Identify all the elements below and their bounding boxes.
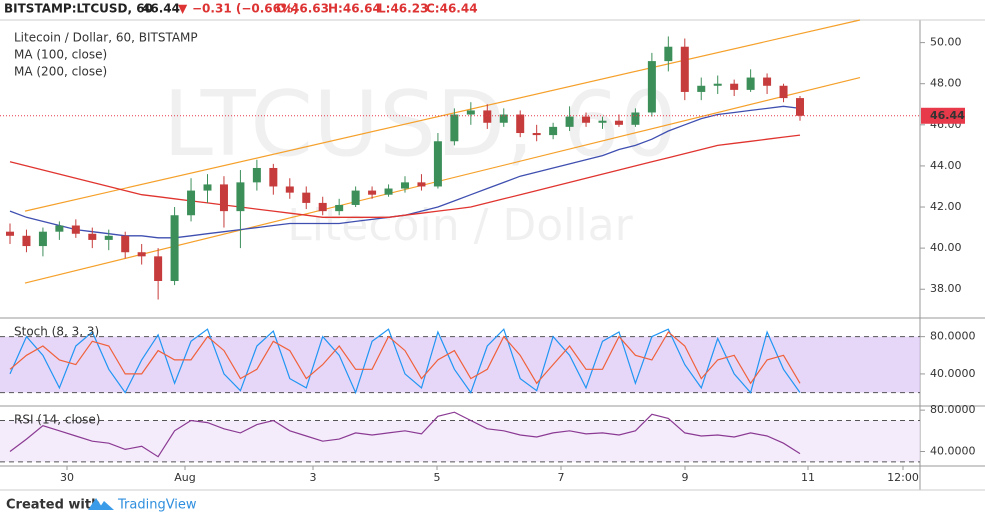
candle-body — [302, 192, 311, 203]
low: L:46.23 — [378, 2, 428, 16]
candle-body — [499, 114, 508, 123]
candle-body — [401, 182, 409, 189]
candle-body — [680, 46, 689, 92]
trend-line — [24, 19, 861, 212]
x-tick-label: 9 — [682, 471, 689, 484]
candle-body — [6, 231, 14, 236]
candle-body — [203, 184, 212, 191]
last: 46.44 — [142, 2, 180, 16]
candle-body — [121, 235, 130, 253]
candle-body — [664, 46, 673, 62]
y-tick-label: 80.0000 — [930, 330, 976, 343]
candle-body — [433, 141, 442, 187]
indicator-line — [9, 328, 801, 395]
candle-body — [697, 85, 706, 92]
x-tick-label: 12:00 — [887, 471, 919, 484]
candle-body — [154, 256, 163, 282]
candle-body — [582, 116, 591, 123]
candle-body — [22, 235, 31, 247]
candle-body — [384, 188, 393, 195]
indicator-line — [9, 331, 801, 385]
candle-body — [88, 233, 97, 240]
x-tick-label: 7 — [558, 471, 565, 484]
y-tick-label: 80.0000 — [930, 403, 976, 416]
y-tick-label: 40.0000 — [930, 445, 976, 458]
y-tick-label: 42.00 — [930, 200, 962, 213]
candle-body — [318, 202, 327, 212]
x-tick-label: 5 — [434, 471, 441, 484]
ma-line — [9, 134, 801, 218]
candle-body — [71, 225, 80, 234]
watermark: LTCUSD, 60 — [163, 72, 677, 177]
legend-entry: MA (100, close) — [14, 48, 107, 62]
last-price-box — [921, 107, 965, 124]
header: BITSTAMP:LTCUSD, 60 46.44 ▼ −0.31 (−0.66… — [4, 2, 478, 16]
candle-body — [219, 184, 228, 212]
candle-body — [236, 182, 245, 212]
change: −0.31 (−0.66%) — [192, 2, 299, 16]
candle-body — [368, 190, 377, 195]
panel-title: Stoch (8, 3, 3) — [14, 325, 99, 339]
candle-body — [170, 215, 179, 282]
candle-body — [763, 77, 772, 86]
candle-body — [417, 182, 426, 187]
x-tick-label: 3 — [310, 471, 317, 484]
y-tick-label: 44.00 — [930, 159, 962, 172]
candle-body — [38, 231, 47, 247]
candle-body — [779, 85, 788, 99]
y-tick-label: 40.00 — [930, 241, 962, 254]
symbol: BITSTAMP:LTCUSD, 60 — [4, 2, 153, 16]
candle-body — [565, 116, 574, 127]
candle-body — [713, 83, 722, 86]
candle-body — [187, 190, 196, 216]
y-tick-label: 48.00 — [930, 77, 962, 90]
y-tick-label: 40.0000 — [930, 367, 976, 380]
candle-body — [483, 110, 492, 123]
y-tick-label: 38.00 — [930, 282, 962, 295]
candle-body — [466, 110, 475, 115]
logo — [88, 498, 114, 510]
band — [0, 336, 920, 393]
x-tick-label: 30 — [60, 471, 74, 484]
candle-body — [746, 77, 755, 90]
candle-body — [104, 235, 113, 240]
candle-body — [631, 112, 640, 125]
candle-body — [55, 225, 64, 232]
y-tick-label: 50.00 — [930, 36, 962, 49]
x-tick-label: Aug — [174, 471, 195, 484]
panel-title: RSI (14, close) — [14, 413, 100, 427]
candle-body — [647, 61, 656, 113]
candle-body — [598, 120, 607, 123]
footer: Created with TradingView — [6, 498, 197, 513]
candle-body — [516, 114, 525, 134]
high: H:46.64 — [328, 2, 381, 16]
legend-title: Litecoin / Dollar, 60, BITSTAMP — [14, 31, 198, 45]
candle-body — [351, 190, 360, 205]
candle-body — [285, 186, 294, 193]
brand: TradingView — [117, 498, 197, 513]
x-tick-label: 11 — [801, 471, 815, 484]
trend-line — [24, 76, 861, 284]
candle-body — [730, 83, 739, 90]
candle-body — [252, 167, 261, 183]
candle-body — [549, 126, 558, 136]
arrow: ▼ — [178, 2, 188, 16]
candle-body — [532, 133, 541, 136]
band — [0, 420, 920, 462]
close: C:46.44 — [426, 2, 478, 16]
last-price-label: 46.44 — [930, 109, 965, 122]
created-with: Created with — [6, 498, 100, 513]
legend-entry: MA (200, close) — [14, 65, 107, 79]
candle-body — [614, 120, 623, 125]
candle-body — [137, 252, 146, 257]
open: O:46.63 — [276, 2, 329, 16]
indicator-line — [9, 411, 801, 458]
candle-body — [796, 98, 804, 116]
candle-body — [269, 167, 278, 187]
candle-body — [450, 114, 459, 142]
candle-body — [335, 204, 344, 212]
